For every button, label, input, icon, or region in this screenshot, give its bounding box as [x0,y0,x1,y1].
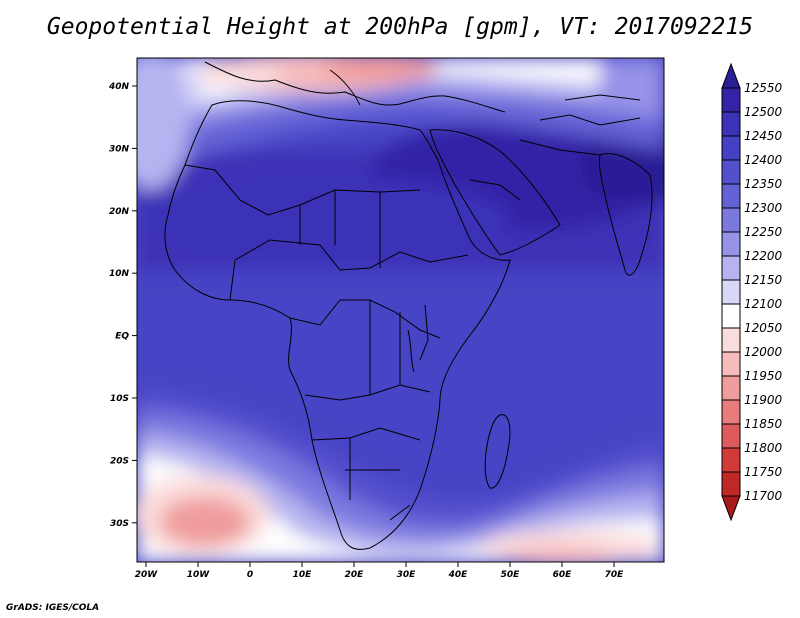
colorbar-swatch [721,327,741,353]
colorbar-label: 12150 [744,273,783,287]
lat-tick-label: 30N [109,144,130,154]
lon-tick-label: 20E [345,570,365,580]
colorbar-swatch [721,423,741,449]
lat-tick-label: 30S [110,519,129,529]
lat-tick-label: 20N [109,207,130,217]
colorbar-swatch [721,231,741,257]
longitude-axis: 20W 10W 0 10E 20E 30E 40E 50E 60E 70E [135,562,624,580]
lon-tick-label: 10W [187,570,211,580]
lon-tick-label: 0 [247,570,253,580]
colorbar-swatch [721,375,741,401]
colorbar-label: 12350 [744,177,783,191]
colorbar-label: 12200 [744,249,783,263]
lat-tick-label: 40N [108,82,130,92]
colorbar-swatch [721,255,741,281]
lon-tick-label: 70E [605,570,625,580]
lat-tick-label: 10N [109,269,130,279]
colorbar-swatch [721,351,741,377]
height-field [137,58,664,562]
lat-tick-label: EQ [115,332,129,342]
colorbar-swatch [721,159,741,185]
lon-tick-label: 10E [293,570,313,580]
map-title: Geopotential Height at 200hPa [gpm], VT:… [46,14,754,40]
colorbar-swatch [721,303,741,329]
colorbar-label: 11900 [744,393,783,407]
lat-tick-label: 20S [110,456,129,466]
colorbar-label: 12000 [744,345,783,359]
colorbar-swatch [721,399,741,425]
colorbar-swatch [721,447,741,473]
colorbar-swatch [721,471,741,497]
latitude-axis: 40N 30N 20N 10N EQ 10S 20S 30S [108,82,137,529]
colorbar-bottom-arrow [721,495,741,522]
colorbar-swatch [721,207,741,233]
colorbar-swatch [721,87,741,113]
colorbar-swatch [721,279,741,305]
lon-tick-label: 60E [553,570,573,580]
colorbar-label: 12450 [744,129,783,143]
colorbar-label: 11950 [744,369,783,383]
colorbar-label: 11750 [744,465,783,479]
colorbar-label: 12250 [744,225,783,239]
colorbar-swatch [721,111,741,137]
lon-tick-label: 30E [397,570,417,580]
colorbar-label: 12100 [744,297,783,311]
colorbar-label: 12500 [744,105,783,119]
lon-tick-label: 50E [501,570,521,580]
colorbar-label: 12550 [744,81,783,95]
plot-frame [136,57,665,563]
colorbar: 12550 12500 12450 12400 12350 12300 12250 12200… [721,62,783,522]
credit-text: GrADS: IGES/COLA [6,603,100,613]
colorbar-label: 12400 [744,153,783,167]
colorbar-label: 11850 [744,417,783,431]
colorbar-label: 11800 [744,441,783,455]
lat-tick-label: 10S [110,394,129,404]
colorbar-top-arrow [721,62,741,89]
colorbar-swatch [721,183,741,209]
lon-tick-label: 40E [448,570,469,580]
colorbar-label: 11700 [744,489,783,503]
colorbar-swatch [721,135,741,161]
coastlines [164,61,653,550]
lon-tick-label: 20W [135,570,159,580]
colorbar-label: 12300 [744,201,783,215]
colorbar-label: 12050 [744,321,783,335]
